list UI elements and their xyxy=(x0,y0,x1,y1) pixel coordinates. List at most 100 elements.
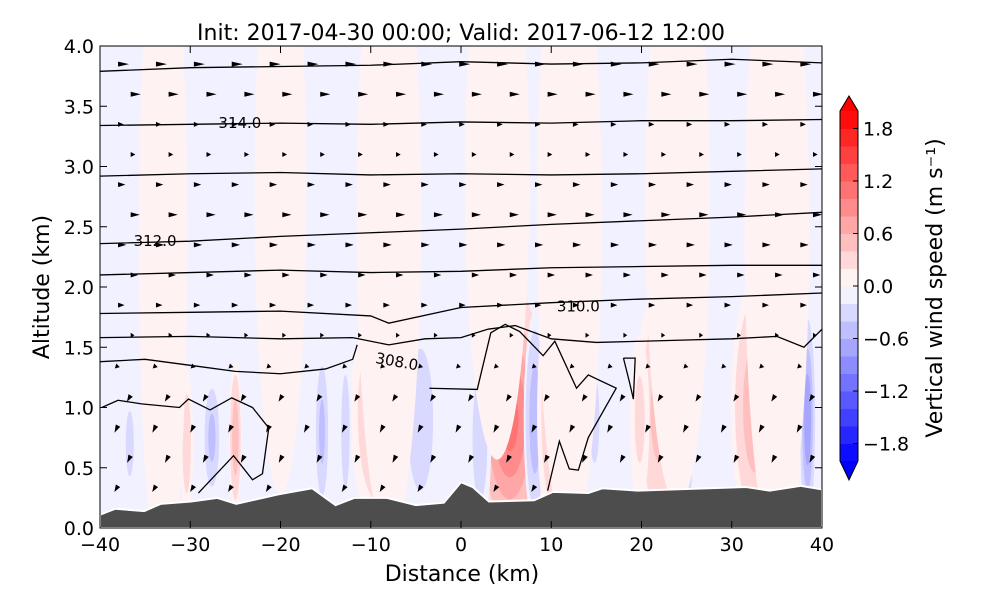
colorbar-band xyxy=(840,408,858,427)
wind-arrow xyxy=(610,121,617,127)
colorbar-band xyxy=(840,181,858,199)
wind-arrow xyxy=(206,212,216,218)
wind-arrow xyxy=(543,394,550,402)
wind-arrow xyxy=(544,454,550,463)
wind-arrow xyxy=(493,424,500,433)
wind-arrow xyxy=(581,394,588,402)
wind-arrow xyxy=(497,121,503,127)
wind-arrow xyxy=(509,91,520,97)
wind-arrow xyxy=(657,454,664,463)
wind-arrow xyxy=(266,363,272,369)
wind-arrow xyxy=(282,151,288,157)
wind-arrow xyxy=(509,151,515,157)
wind-arrow xyxy=(762,302,769,308)
wind-arrow xyxy=(320,91,331,97)
wind-arrow xyxy=(240,454,247,463)
wind-arrow xyxy=(471,272,480,278)
w-contour-band xyxy=(125,411,134,477)
w-contour-band xyxy=(744,46,810,528)
wind-arrow xyxy=(168,212,178,218)
wind-arrow xyxy=(493,363,499,369)
colorbar-label: Vertical wind speed (m s⁻¹) xyxy=(923,138,948,437)
wind-arrow xyxy=(619,394,626,402)
wind-arrow xyxy=(392,394,399,402)
colorbar-band xyxy=(840,216,858,234)
wind-arrow xyxy=(720,424,727,433)
wind-arrow xyxy=(358,91,369,97)
wind-arrow xyxy=(506,454,512,463)
wind-arrow xyxy=(228,484,234,493)
wind-arrow xyxy=(661,91,672,97)
wind-arrow xyxy=(231,302,239,308)
theta-contour-line xyxy=(100,211,822,245)
wind-arrow xyxy=(455,363,461,369)
y-tick-label: 0.5 xyxy=(64,458,94,480)
y-tick-label: 4.0 xyxy=(64,36,94,58)
wind-arrow xyxy=(686,61,698,67)
wind-arrow xyxy=(607,424,614,433)
wind-arrow xyxy=(775,272,783,278)
x-tick-label: −40 xyxy=(80,534,120,556)
y-tick-label: 3.0 xyxy=(64,157,94,179)
wind-arrow xyxy=(244,332,249,338)
wind-arrow xyxy=(509,272,518,278)
wind-arrow xyxy=(695,394,702,402)
w-contour-band xyxy=(804,373,811,466)
contour-label: 310.0 xyxy=(557,297,600,315)
wind-arrow xyxy=(155,302,163,308)
wind-arrow xyxy=(459,61,471,67)
y-tick-label: 2.0 xyxy=(64,277,94,299)
wind-arrow xyxy=(118,182,126,188)
wind-arrow xyxy=(506,394,512,402)
wind-arrow xyxy=(648,242,658,248)
wind-arrow xyxy=(417,424,424,433)
wind-arrow xyxy=(244,151,250,157)
wind-arrow xyxy=(645,424,651,433)
wind-arrow xyxy=(433,332,438,338)
w-contour-band xyxy=(341,374,350,489)
wind-arrow xyxy=(812,151,818,157)
w-contour-band xyxy=(464,46,530,460)
colorbar-band xyxy=(840,443,858,462)
wind-arrow xyxy=(342,363,348,369)
wind-arrow xyxy=(623,332,628,338)
wind-arrow xyxy=(244,91,255,97)
wind-arrow xyxy=(430,394,437,402)
colorbar-extend-min xyxy=(840,461,858,480)
colorbar-band xyxy=(840,111,858,129)
chart-title: Init: 2017-04-30 00:00; Valid: 2017-06-1… xyxy=(197,21,725,46)
wind-arrow xyxy=(619,454,626,463)
wind-arrow xyxy=(762,242,771,248)
wind-arrow xyxy=(800,182,808,188)
x-tick-label: 20 xyxy=(629,534,653,556)
wind-arrow xyxy=(585,212,595,218)
wind-arrow xyxy=(396,91,407,97)
wind-arrow xyxy=(152,363,158,369)
wind-arrow xyxy=(737,332,741,338)
wind-arrow xyxy=(569,363,575,369)
wind-arrow xyxy=(800,302,807,308)
x-axis-label: Distance (km) xyxy=(385,562,540,587)
wind-arrow xyxy=(433,151,439,157)
wind-arrow xyxy=(509,332,514,338)
wind-arrow xyxy=(307,61,319,67)
wind-arrow xyxy=(737,272,745,278)
wind-arrow xyxy=(661,332,666,338)
wind-arrow xyxy=(585,151,591,157)
wind-arrow xyxy=(531,484,538,493)
wind-arrow xyxy=(320,212,330,218)
colorbar-band xyxy=(840,268,858,287)
wind-arrow xyxy=(433,91,445,97)
wind-arrow xyxy=(417,484,424,493)
wind-arrow xyxy=(114,363,120,369)
y-tick-label: 1.5 xyxy=(64,337,94,359)
wind-arrow xyxy=(152,424,159,433)
wind-arrow xyxy=(118,302,125,308)
wind-arrow xyxy=(459,121,465,127)
wind-arrow xyxy=(127,454,133,463)
terrain xyxy=(100,481,822,528)
wind-arrow xyxy=(164,454,171,463)
